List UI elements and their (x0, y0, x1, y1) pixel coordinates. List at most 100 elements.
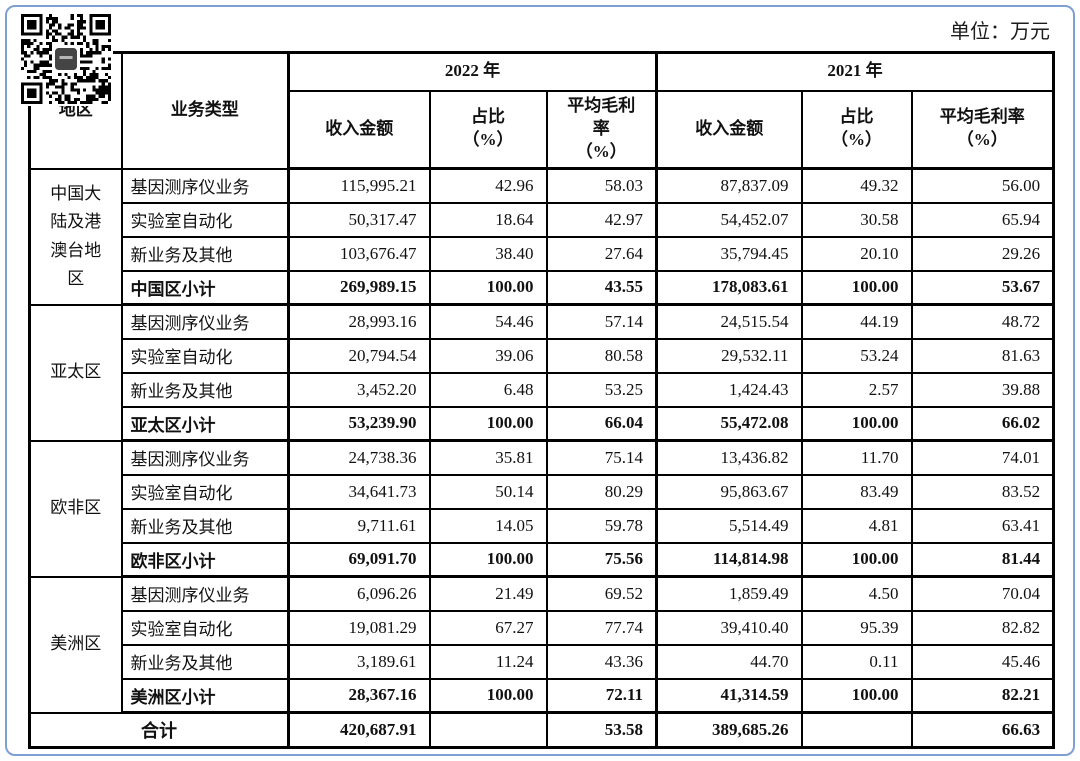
margin-2021-cell: 82.21 (910, 677, 1055, 714)
share-2022-cell: 35.81 (428, 439, 548, 476)
table-row: 欧非区 基因测序仪业务 24,738.36 35.81 75.14 13,436… (28, 439, 1055, 578)
header-year-2021: 2021 年 (655, 51, 1055, 92)
margin-2022-cell: 27.64 (545, 235, 658, 272)
margin-2022-cell: 72.11 (545, 677, 658, 714)
margin-2022-cell: 59.78 (545, 507, 658, 544)
share-2021-cell: 100.00 (800, 405, 913, 442)
revenue-2022-cell: 69,091.70 (287, 541, 431, 578)
margin-2021-cell: 81.44 (910, 541, 1055, 578)
header-margin-2021: 平均毛利率 （%） (910, 89, 1055, 170)
share-2022-cell: 100.00 (428, 677, 548, 714)
share-2021-cell: 4.50 (800, 575, 913, 612)
header-revenue-2022: 收入金额 (287, 89, 431, 170)
margin-2022-cell: 66.04 (545, 405, 658, 442)
share-2022-cell: 39.06 (428, 337, 548, 374)
qr-code-icon (19, 12, 113, 106)
subtotal-row: 欧非区小计 69,091.70 100.00 75.56 114,814.98 … (30, 541, 1055, 578)
subtotal-label-cell: 美洲区小计 (120, 677, 290, 714)
share-2022-cell: 67.27 (428, 609, 548, 646)
revenue-2022-cell: 269,989.15 (287, 269, 431, 306)
subtotal-label-cell: 亚太区小计 (120, 405, 290, 442)
revenue-2021-cell: 44.70 (655, 643, 803, 680)
header-year-2022: 2022 年 (286, 51, 658, 92)
margin-2021-cell: 39.88 (910, 371, 1055, 408)
business-type-cell: 基因测序仪业务 (120, 303, 290, 340)
revenue-2022-cell: 20,794.54 (287, 337, 431, 374)
margin-2022-cell: 58.03 (545, 167, 658, 204)
revenue-by-region-table: 地区 业务类型 2022 年 2021 年 收入金额 占比 （%） 平均毛利 率… (28, 51, 1056, 749)
revenue-2021-cell: 41,314.59 (655, 677, 803, 714)
total-margin-2021-cell: 66.63 (910, 711, 1055, 749)
revenue-2022-cell: 53,239.90 (287, 405, 431, 442)
margin-2021-cell: 63.41 (910, 507, 1055, 544)
revenue-2022-cell: 103,676.47 (287, 235, 431, 272)
revenue-2022-cell: 3,189.61 (287, 643, 431, 680)
share-2022-cell: 38.40 (428, 235, 548, 272)
revenue-2022-cell: 115,995.21 (287, 167, 431, 204)
share-2022-cell: 18.64 (428, 201, 548, 238)
table-row: 亚太区 基因测序仪业务 28,993.16 54.46 57.14 24,515… (28, 303, 1055, 442)
margin-2022-cell: 57.14 (545, 303, 658, 340)
table-row: 中国大陆及港澳台地区 基因测序仪业务 115,995.21 42.96 58.0… (28, 167, 1055, 306)
margin-2021-cell: 74.01 (910, 439, 1055, 476)
revenue-2021-cell: 55,472.08 (655, 405, 803, 442)
share-2022-cell: 100.00 (428, 541, 548, 578)
business-type-cell: 实验室自动化 (120, 201, 290, 238)
revenue-2021-cell: 95,863.67 (655, 473, 803, 510)
header-margin-2022: 平均毛利 率 （%） (545, 89, 658, 170)
margin-2022-cell: 75.56 (545, 541, 658, 578)
share-2021-cell: 53.24 (800, 337, 913, 374)
margin-2022-cell: 43.55 (545, 269, 658, 306)
margin-2021-cell: 29.26 (910, 235, 1055, 272)
table-row: 实验室自动化 19,081.29 67.27 77.74 39,410.40 9… (30, 609, 1055, 646)
total-label-cell: 合计 (28, 711, 290, 749)
share-2022-cell: 50.14 (428, 473, 548, 510)
margin-2021-cell: 83.52 (910, 473, 1055, 510)
business-type-cell: 实验室自动化 (120, 473, 290, 510)
revenue-2022-cell: 24,738.36 (287, 439, 431, 476)
header-share-2021: 占比 （%） (800, 89, 913, 170)
revenue-2021-cell: 87,837.09 (655, 167, 803, 204)
revenue-2021-cell: 39,410.40 (655, 609, 803, 646)
revenue-2022-cell: 19,081.29 (287, 609, 431, 646)
revenue-2022-cell: 28,367.16 (287, 677, 431, 714)
margin-2022-cell: 42.97 (545, 201, 658, 238)
table-row: 新业务及其他 3,189.61 11.24 43.36 44.70 0.11 4… (30, 643, 1055, 680)
revenue-2022-cell: 50,317.47 (287, 201, 431, 238)
business-type-cell: 新业务及其他 (120, 507, 290, 544)
margin-2022-cell: 53.25 (545, 371, 658, 408)
share-2021-cell: 100.00 (800, 677, 913, 714)
margin-2022-cell: 77.74 (545, 609, 658, 646)
revenue-2021-cell: 178,083.61 (655, 269, 803, 306)
business-type-cell: 基因测序仪业务 (120, 439, 290, 476)
page-border-frame (5, 5, 1075, 756)
margin-2021-cell: 70.04 (910, 575, 1055, 612)
share-2021-cell: 20.10 (800, 235, 913, 272)
table-row: 实验室自动化 34,641.73 50.14 80.29 95,863.67 8… (30, 473, 1055, 510)
margin-2022-cell: 80.29 (545, 473, 658, 510)
table-row: 实验室自动化 20,794.54 39.06 80.58 29,532.11 5… (30, 337, 1055, 374)
header-revenue-2021: 收入金额 (655, 89, 803, 170)
revenue-2021-cell: 5,514.49 (655, 507, 803, 544)
header-share-2022: 占比 （%） (428, 89, 548, 170)
margin-2021-cell: 66.02 (910, 405, 1055, 442)
share-2022-cell: 14.05 (428, 507, 548, 544)
business-type-cell: 实验室自动化 (120, 609, 290, 646)
revenue-2021-cell: 35,794.45 (655, 235, 803, 272)
business-type-cell: 基因测序仪业务 (120, 575, 290, 612)
share-2021-cell: 100.00 (800, 541, 913, 578)
subtotal-label-cell: 欧非区小计 (120, 541, 290, 578)
margin-2021-cell: 81.63 (910, 337, 1055, 374)
total-share-2021-cell (800, 711, 913, 749)
share-2022-cell: 42.96 (428, 167, 548, 204)
margin-2022-cell: 80.58 (545, 337, 658, 374)
header-business-type: 业务类型 (120, 51, 290, 170)
margin-2021-cell: 48.72 (910, 303, 1055, 340)
margin-2021-cell: 65.94 (910, 201, 1055, 238)
margin-2021-cell: 53.67 (910, 269, 1055, 306)
revenue-2021-cell: 54,452.07 (655, 201, 803, 238)
revenue-2021-cell: 13,436.82 (655, 439, 803, 476)
revenue-2022-cell: 6,096.26 (287, 575, 431, 612)
table-row: 实验室自动化 50,317.47 18.64 42.97 54,452.07 3… (30, 201, 1055, 238)
